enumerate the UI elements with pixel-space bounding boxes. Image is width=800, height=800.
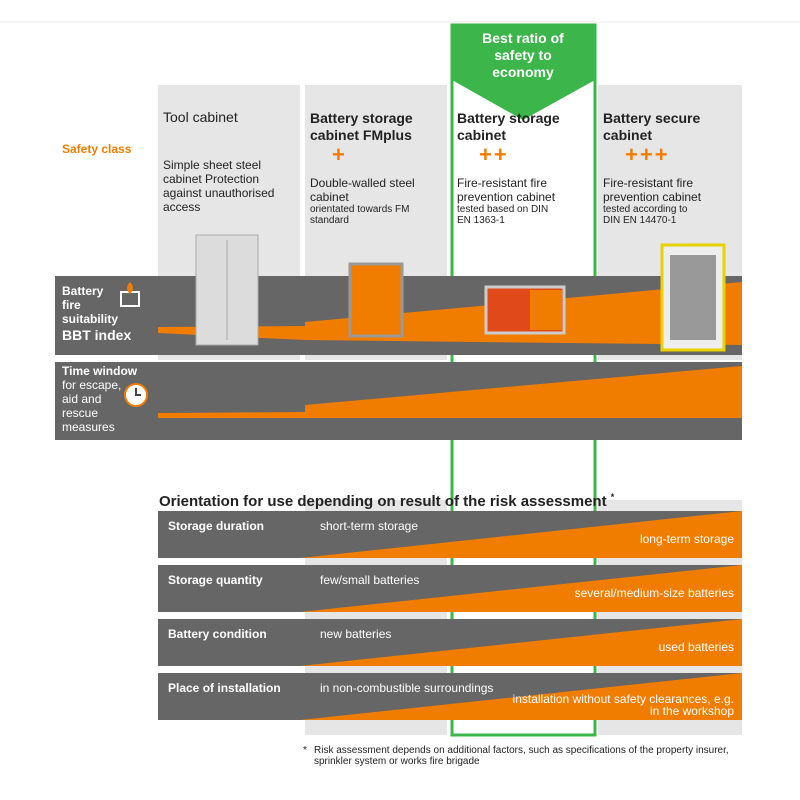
column-description: Simple sheet steel cabinet Protection ag… <box>163 158 275 214</box>
row-low: few/small batteries <box>320 573 420 587</box>
cabinet-images <box>195 234 726 352</box>
column-title: Tool cabinet <box>163 109 238 125</box>
band-sub: for escape, aid and rescue measures <box>62 378 122 434</box>
column-description: Double-walled steel cabinet <box>310 176 415 204</box>
safety-rating: + <box>332 142 347 167</box>
band-label: Battery fire suitability <box>62 284 119 326</box>
row-label: Battery condition <box>168 627 267 641</box>
row-wedge <box>300 565 742 612</box>
orientation-title: Orientation for use depending on result … <box>159 489 614 510</box>
row-label: Storage quantity <box>168 573 263 587</box>
orientation-title-text: Orientation for use depending on result … <box>159 493 607 510</box>
safety-rating: +++ <box>625 142 670 167</box>
band-wedge <box>158 282 742 345</box>
row-high: installation without safety clearances, … <box>512 692 734 718</box>
footnote-mark: * <box>303 745 307 756</box>
column-note: tested based on DIN EN 1363-1 <box>457 204 549 226</box>
highlight-text: Best ratio of safety to economy <box>482 30 564 80</box>
column-note: orientated towards FM standard <box>310 204 410 226</box>
column-title: Battery storage cabinet FMplus <box>310 110 413 143</box>
row-high: long-term storage <box>639 532 734 546</box>
row-low: short-term storage <box>320 519 419 533</box>
column-description: Fire-resistant fire prevention cabinet <box>603 176 702 204</box>
highlight-banner <box>452 25 595 120</box>
fire-icon <box>120 282 140 307</box>
band-wedge <box>158 366 742 418</box>
column-description: Fire-resistant fire prevention cabinet <box>457 176 556 204</box>
column-title: Battery secure cabinet <box>603 110 701 143</box>
row-label: Storage duration <box>168 519 265 533</box>
row-high: used batteries <box>658 640 734 654</box>
column-title: Battery storage cabinet <box>457 110 560 143</box>
safety-class-label: Safety class <box>62 142 132 156</box>
row-low: in non-combustible surroundings <box>320 681 494 695</box>
column-note: tested according to DIN EN 14470-1 <box>603 204 688 226</box>
row-low: new batteries <box>320 627 392 641</box>
row-wedge <box>300 673 742 720</box>
safety-rating: ++ <box>479 142 509 167</box>
clock-icon <box>124 383 148 407</box>
band-sub: BBT index <box>62 327 132 343</box>
row-high: several/medium-size batteries <box>574 586 734 600</box>
orientation-mark: * <box>610 492 615 502</box>
row-wedge <box>300 619 742 666</box>
band-label: Time window <box>62 364 138 378</box>
row-label: Place of installation <box>168 681 281 695</box>
footnote: Risk assessment depends on additional fa… <box>314 745 729 767</box>
row-wedge <box>300 511 742 558</box>
